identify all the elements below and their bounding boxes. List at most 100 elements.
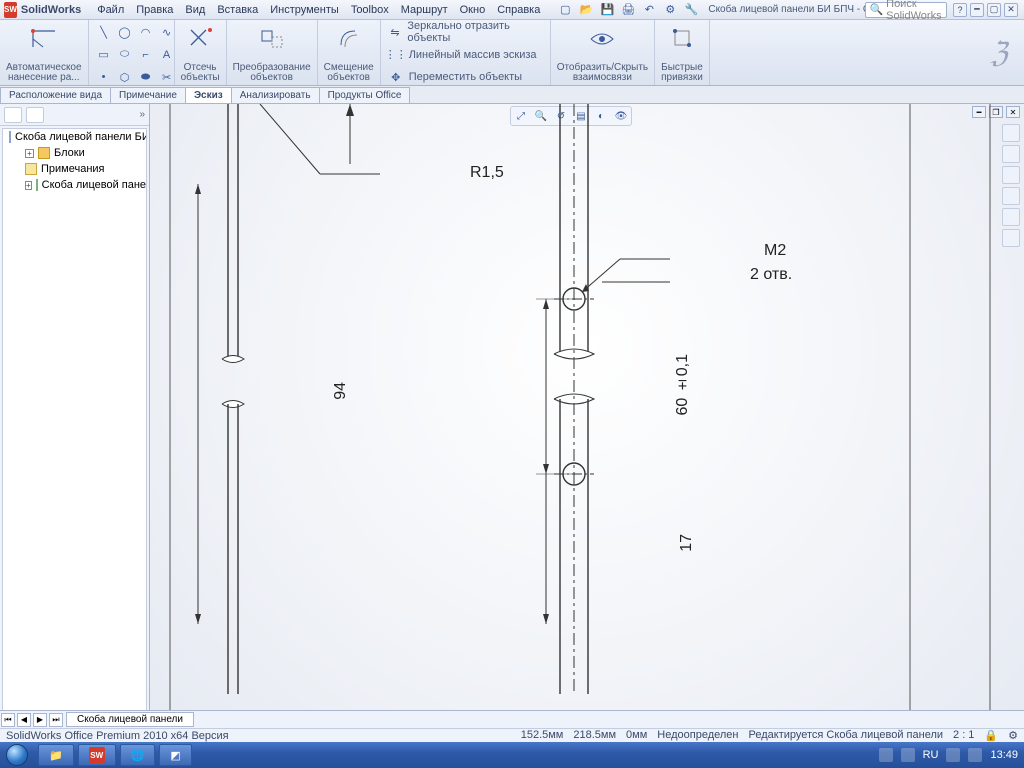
ribbon-auto-dimension[interactable]: Автоматическое нанесение ра...: [0, 20, 89, 85]
menubar: SW SolidWorks Файл Правка Вид Вставка Ин…: [0, 0, 1024, 20]
trim-icon: [182, 22, 218, 54]
mirror-button[interactable]: ⇋Зеркально отразить объекты: [387, 24, 544, 40]
qat-save-icon[interactable]: 💾: [598, 2, 616, 18]
tree-notes[interactable]: Примечания: [3, 161, 146, 177]
dim-60[interactable]: 60 ±0,1: [674, 354, 692, 415]
tree-sheet-label: Скоба лицевой панели: [42, 179, 147, 191]
qat-options-icon[interactable]: ⚙: [661, 2, 679, 18]
tray-clock[interactable]: 13:49: [990, 749, 1018, 761]
start-orb-icon: [6, 744, 28, 766]
sheet-tab[interactable]: Скоба лицевой панели: [66, 712, 194, 727]
ribbon-show-hide[interactable]: Отобразить/Скрыть взаимосвязи: [551, 20, 655, 85]
rect-tool-icon[interactable]: ▭: [95, 47, 113, 63]
linear-pattern-icon: ⋮⋮: [387, 47, 405, 63]
offset-icon: [331, 22, 367, 54]
tray-icon[interactable]: [879, 748, 893, 762]
ribbon-quick-snaps[interactable]: Быстрые привязки: [655, 20, 710, 85]
close-icon[interactable]: ✕: [1004, 3, 1018, 17]
menu-insert[interactable]: Вставка: [211, 0, 264, 19]
polygon-tool-icon[interactable]: ⬡: [116, 69, 134, 85]
move-button[interactable]: ✥Переместить объекты: [387, 69, 522, 85]
tree-notes-label: Примечания: [41, 163, 105, 175]
tray-icon[interactable]: [901, 748, 915, 762]
menu-toolbox[interactable]: Toolbox: [345, 0, 395, 19]
help-icon[interactable]: ?: [953, 3, 967, 17]
dim-radius[interactable]: R1,5: [470, 164, 504, 182]
qat-print-icon[interactable]: 🖨: [619, 2, 637, 18]
menu-window[interactable]: Окно: [454, 0, 492, 19]
ribbon-offset[interactable]: Смещение объектов: [318, 20, 381, 85]
start-button[interactable]: [0, 742, 34, 768]
arc-tool-icon[interactable]: ◠: [137, 24, 155, 40]
minimize-icon[interactable]: ━: [970, 3, 984, 17]
status-z: 0мм: [626, 729, 647, 742]
status-lock-icon[interactable]: 🔒: [984, 729, 998, 742]
menu-view[interactable]: Вид: [179, 0, 211, 19]
menu-route[interactable]: Маршрут: [395, 0, 454, 19]
spline-tool-icon[interactable]: ∿: [158, 24, 176, 40]
tray-network-icon[interactable]: [946, 748, 960, 762]
tab-office[interactable]: Продукты Office: [319, 87, 411, 103]
dim-count[interactable]: 2 отв.: [750, 266, 792, 284]
expand-icon[interactable]: +: [25, 149, 34, 158]
task-browser[interactable]: 🌐: [120, 744, 156, 766]
tab-prev-icon[interactable]: ◀: [17, 713, 31, 727]
drawing-icon: [9, 131, 11, 143]
pin-icon[interactable]: »: [139, 109, 145, 120]
tree-display-icon[interactable]: [26, 107, 44, 123]
menu-edit[interactable]: Правка: [130, 0, 179, 19]
search-input[interactable]: 🔍 Поиск SolidWorks: [865, 2, 947, 18]
tab-first-icon[interactable]: ⏮: [1, 713, 15, 727]
circle-tool-icon[interactable]: ◯: [116, 24, 134, 40]
tray-volume-icon[interactable]: [968, 748, 982, 762]
qat-open-icon[interactable]: 📂: [577, 2, 595, 18]
slot-tool-icon[interactable]: ⬬: [137, 69, 155, 85]
menu-file[interactable]: Файл: [91, 0, 130, 19]
dim-17[interactable]: 17: [678, 534, 696, 552]
tab-last-icon[interactable]: ⏭: [49, 713, 63, 727]
qat-rebuild-icon[interactable]: 🔧: [682, 2, 700, 18]
app-logo-icon: SW: [4, 2, 17, 18]
line-tool-icon[interactable]: ╲: [95, 24, 113, 40]
linear-pattern-button[interactable]: ⋮⋮Линейный массив эскиза: [387, 47, 537, 63]
tree-root-label: Скоба лицевой панели БИ БПЧ: [15, 131, 147, 143]
status-custom-icon[interactable]: ⚙: [1008, 729, 1018, 742]
status-y: 218.5мм: [573, 729, 616, 742]
qat-new-icon[interactable]: ▢: [556, 2, 574, 18]
qat-undo-icon[interactable]: ↶: [640, 2, 658, 18]
dim-thread[interactable]: M2: [764, 242, 786, 260]
feature-tree[interactable]: Скоба лицевой панели БИ БПЧ + Блоки Прим…: [2, 128, 147, 712]
maximize-icon[interactable]: ▢: [987, 3, 1001, 17]
tray-lang[interactable]: RU: [923, 749, 939, 761]
tab-sketch[interactable]: Эскиз: [185, 87, 232, 103]
task-other[interactable]: ◩: [159, 744, 191, 766]
task-explorer[interactable]: 📁: [38, 744, 74, 766]
ellipse-tool-icon[interactable]: ⬭: [116, 47, 134, 63]
tree-filter-icon[interactable]: [4, 107, 22, 123]
search-icon: 🔍: [869, 3, 883, 16]
tab-evaluate[interactable]: Анализировать: [231, 87, 320, 103]
tab-view-layout[interactable]: Расположение вида: [0, 87, 111, 103]
trim2-tool-icon[interactable]: ✂: [158, 69, 176, 85]
status-x: 152.5мм: [521, 729, 564, 742]
tree-sheet[interactable]: + Скоба лицевой панели: [3, 177, 146, 193]
sw-task-icon: SW: [89, 747, 105, 763]
point-tool-icon[interactable]: •: [95, 69, 113, 85]
menu-tools[interactable]: Инструменты: [264, 0, 345, 19]
tab-annotation[interactable]: Примечание: [110, 87, 186, 103]
tree-blocks[interactable]: + Блоки: [3, 145, 146, 161]
graphics-area[interactable]: ━ ❐ ✕ ⤢ 🔍 ↺ ▤ ◐ 👁: [150, 104, 1024, 714]
ribbon-transform[interactable]: Преобразование объектов: [227, 20, 318, 85]
task-solidworks[interactable]: SW: [78, 744, 116, 766]
auto-dimension-label: Автоматическое нанесение ра...: [6, 63, 82, 85]
menu-help[interactable]: Справка: [491, 0, 546, 19]
status-edit: Редактируется Скоба лицевой панели: [749, 729, 944, 742]
fillet-tool-icon[interactable]: ⌐: [137, 47, 155, 63]
tree-root[interactable]: Скоба лицевой панели БИ БПЧ: [3, 129, 146, 145]
dim-94[interactable]: 94: [332, 382, 350, 400]
expand-icon[interactable]: +: [25, 181, 32, 190]
tab-next-icon[interactable]: ▶: [33, 713, 47, 727]
sheet-tabs: ⏮ ◀ ▶ ⏭ Скоба лицевой панели: [0, 710, 1024, 728]
text-tool-icon[interactable]: A: [158, 47, 176, 63]
ribbon-trim[interactable]: Отсечь объекты: [175, 20, 227, 85]
